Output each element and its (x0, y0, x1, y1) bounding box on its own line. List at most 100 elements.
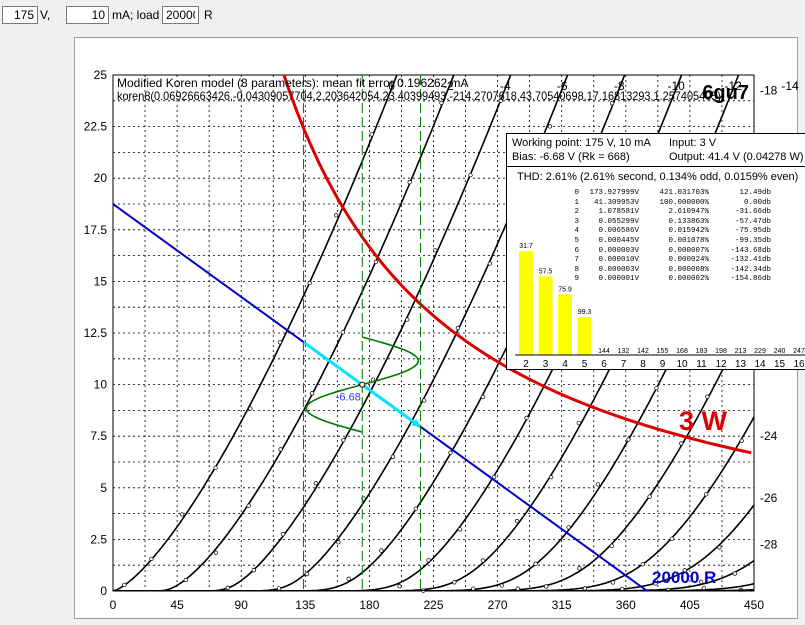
harmonic-cell: 0.00db (743, 198, 771, 207)
harmonic-bar-value: 240 (774, 348, 786, 355)
harmonic-bar-value: 198 (715, 348, 727, 355)
y-tick-label: 17.5 (84, 223, 108, 237)
measured-point (373, 259, 379, 265)
measured-point (609, 101, 615, 106)
harmonic-cell: 0.000008% (668, 265, 709, 274)
measured-point (213, 550, 219, 555)
measured-point (413, 506, 418, 511)
harmonic-info-panel: Working point: 175 V, 10 mA Input: 3 V B… (506, 133, 805, 370)
harmonic-bar-value: 142 (637, 348, 649, 355)
harmonic-number-label: 15 (774, 359, 786, 369)
anode-curve (113, 75, 455, 591)
measured-point (422, 398, 427, 403)
harmonic-cell: 0.015942% (668, 227, 709, 236)
grid-voltage-label: 0 (388, 79, 395, 93)
grid-voltage-label: -8 (614, 79, 625, 93)
y-tick-label: 10 (94, 378, 108, 392)
measured-point (547, 124, 553, 129)
power-label: 3 W (679, 406, 728, 436)
x-tick-label: 405 (680, 598, 700, 612)
harmonic-row: 5 0.000445V 0.001078% -99.35db (567, 237, 771, 247)
harmonic-number-label: 11 (696, 359, 707, 369)
load-input[interactable] (162, 6, 199, 24)
measured-point (480, 394, 486, 400)
measured-point (626, 437, 631, 442)
harmonic-cell: 6 (574, 246, 579, 255)
harmonic-bar-value: 99.3 (578, 309, 592, 316)
harmonic-cell: 100.000000% (659, 198, 709, 207)
harmonic-cell: 2 (574, 208, 579, 217)
harmonic-cell: 1 (574, 198, 579, 207)
harmonic-cell: 12.49db (739, 189, 771, 197)
y-tick-label: 25 (94, 68, 108, 82)
measured-point (717, 545, 722, 550)
harmonic-number-label: 4 (562, 359, 568, 369)
measured-point (669, 536, 675, 541)
plot-panel[interactable]: 0 45 90 135 180 225 270 315 360 405 450 0 2.5 5 7.5 10 1… (74, 37, 805, 619)
grid-voltage-label: -12 (724, 79, 742, 93)
swing-arrow-icon (411, 418, 421, 427)
harmonic-cell: 0.000010V (598, 256, 639, 265)
harmonic-cell: -154.86db (730, 275, 771, 284)
measured-point (336, 540, 341, 545)
measured-point (471, 586, 476, 591)
anode-curve (113, 75, 683, 591)
grid-voltage-label: -6 (557, 79, 568, 93)
x-tick-label: 225 (423, 598, 443, 612)
current-input[interactable] (66, 6, 109, 24)
harmonic-cell: 0.000007% (668, 246, 709, 255)
harmonic-bar-value: 132 (618, 348, 630, 355)
y-tick-label: 7.5 (90, 429, 107, 443)
anode-curve (113, 75, 626, 591)
measured-point (439, 100, 444, 106)
measured-point (346, 576, 351, 581)
grid-voltage-label: -24 (760, 429, 778, 443)
thd-text: THD: 2.61% (2.61% second, 0.134% odd, 0.… (517, 171, 799, 183)
harmonic-number-label: 5 (582, 359, 588, 369)
measured-point (480, 558, 486, 563)
anode-curve (113, 75, 398, 591)
measured-point (654, 385, 659, 391)
measured-point (280, 532, 286, 537)
measured-point (369, 132, 374, 137)
measured-point (183, 577, 188, 583)
harmonic-bar-value: 144 (598, 348, 610, 355)
harmonic-cell: 421.031703% (659, 189, 709, 197)
measured-point (647, 494, 652, 499)
harmonic-row: 9 0.000001V 0.000002% -154.86db (567, 275, 771, 285)
measured-point (309, 391, 315, 396)
harmonic-cell: 8 (574, 265, 579, 274)
measured-point (487, 261, 493, 266)
measured-point (491, 474, 497, 480)
grid-voltage-label: -26 (760, 491, 778, 505)
harmonic-row: 8 0.000003V 0.000008% -142.34db (567, 266, 771, 276)
harmonics-table: 0 173.927999V 421.031703% 12.49db 1 41.309953… (567, 189, 771, 285)
anode-curve (113, 503, 754, 591)
measured-point (397, 584, 402, 589)
y-tick-label: 22.5 (84, 120, 108, 134)
anode-curve (113, 75, 512, 591)
working-point-marker (359, 381, 366, 388)
harmonic-number-label: 6 (601, 359, 607, 369)
x-tick-label: 45 (170, 598, 184, 612)
harmonic-cell: 7 (574, 256, 579, 265)
harmonic-cell: 0.000003V (598, 246, 639, 255)
harmonic-cell: 9 (574, 275, 579, 284)
toolbar: V, mA; load R (0, 0, 805, 30)
measured-point (468, 172, 473, 178)
measured-point (407, 180, 412, 185)
measured-point (455, 325, 461, 331)
harmonic-row: 1 41.309953V 100.000000% 0.00db (567, 199, 771, 209)
harmonic-bar-value: 57.5 (539, 268, 553, 275)
voltage-input[interactable] (2, 6, 38, 24)
harmonic-row: 0 173.927999V 421.031703% 12.49db (567, 189, 771, 199)
harmonic-cell: 173.927999V (589, 189, 639, 197)
anode-curve (113, 559, 754, 591)
harmonic-cell: 0 (574, 189, 579, 197)
measured-point (679, 441, 684, 446)
x-tick-label: 180 (359, 598, 379, 612)
load-unit-label: R (204, 8, 213, 22)
harmonic-number-label: 12 (715, 359, 727, 369)
measured-point (304, 571, 310, 577)
current-unit-label: mA; load (112, 8, 160, 22)
